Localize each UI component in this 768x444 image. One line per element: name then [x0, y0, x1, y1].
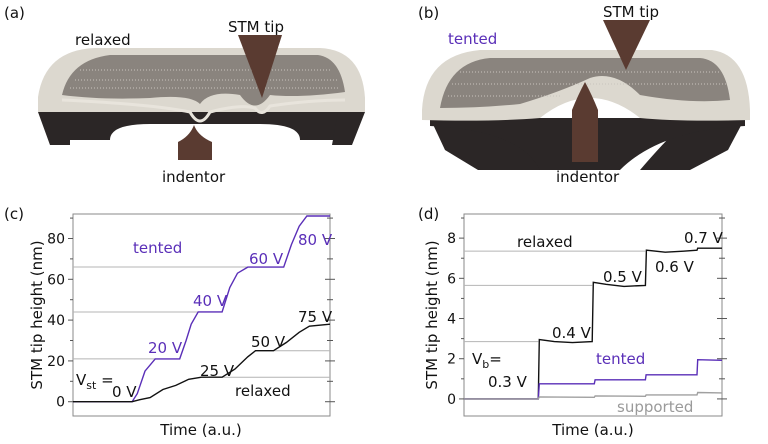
annotation-label: supported [617, 398, 693, 416]
stm-tip-icon [238, 35, 282, 98]
series-line-relaxed [464, 247, 722, 400]
y-axis-label: STM tip height (nm) [28, 240, 46, 389]
membrane [440, 58, 730, 108]
annotation-label: 0.3 V [488, 373, 528, 391]
series-line-supported [464, 391, 723, 400]
indentor-icon [178, 125, 212, 160]
annotation-label: 25 V [200, 362, 235, 380]
annotation-label: 0.4 V [552, 324, 592, 342]
annotation-label: 0 V [112, 383, 137, 401]
annotation-label: tented [596, 350, 645, 368]
chart-d: 0 2 4 6 8 relaxed 0.7 V 0.6 V 0.5 V 0.4 V 0.3 V ten… [423, 213, 727, 439]
indentor-label: indentor [556, 168, 620, 186]
annotation-label: relaxed [517, 233, 573, 251]
panel-a-illustration [38, 35, 365, 160]
indentor-icon [572, 82, 598, 162]
series-line-tented [73, 215, 330, 403]
panel-d-label: (d) [418, 205, 439, 223]
y-tick-label: 4 [447, 312, 456, 328]
stm-tip-label: STM tip [228, 18, 284, 36]
y-tick-label: 6 [447, 271, 456, 287]
base-support [430, 118, 560, 170]
annotation-label: 20 V [148, 339, 183, 357]
series-line-tented [464, 358, 723, 400]
plot-frame [72, 213, 331, 417]
chart-c: 0 20 40 60 80 tented 20 V 40 V 60 V 80 V 75 V 50 V 2… [28, 213, 335, 439]
well-edge [61, 98, 346, 123]
voltage-equals: = [96, 371, 113, 389]
panel-b-label: (b) [418, 4, 439, 22]
annotation-label: relaxed [235, 382, 291, 400]
annotation-label: 75 V [298, 308, 333, 326]
x-axis-label: Time (a.u.) [159, 421, 241, 439]
voltage-symbol: V [76, 371, 87, 389]
series-line-relaxed [73, 323, 331, 403]
voltage-subscript: st [86, 379, 97, 392]
x-axis-label: Time (a.u.) [551, 421, 633, 439]
annotation-label: 0.6 V [655, 258, 695, 276]
y-tick-label: 0 [447, 392, 456, 408]
membrane [62, 55, 345, 106]
stm-tip-label: STM tip [603, 3, 659, 21]
tented-label: tented [448, 30, 497, 48]
annotation-label: 80 V [298, 231, 333, 249]
relaxed-label: relaxed [75, 31, 131, 49]
y-tick-label: 60 [47, 272, 65, 288]
voltage-label: Vst = [76, 371, 114, 392]
y-axis-label: STM tip height (nm) [423, 240, 441, 389]
annotation-label: 50 V [251, 333, 286, 351]
voltage-symbol: V [472, 350, 483, 368]
annotation-label: 0.7 V [684, 229, 724, 247]
y-tick-label: 40 [47, 313, 65, 329]
panel-b-illustration [422, 20, 750, 170]
y-tick-label: 2 [447, 352, 456, 368]
base-support [640, 118, 745, 170]
y-tick-label: 20 [47, 354, 65, 370]
annotation-label: 60 V [249, 250, 284, 268]
base-support [60, 112, 345, 140]
panel-a-label: (a) [4, 4, 25, 22]
y-tick-label: 0 [56, 395, 65, 411]
voltage-label: Vb= [472, 350, 502, 371]
panel-c-label: (c) [4, 205, 24, 223]
voltage-subscript: b [482, 358, 489, 371]
y-tick-label: 8 [447, 231, 456, 247]
plot-frame [463, 213, 723, 417]
y-tick-label: 80 [47, 231, 65, 247]
annotation-label: 0.5 V [603, 268, 643, 286]
voltage-equals: = [489, 350, 502, 368]
annotation-label: tented [133, 239, 182, 257]
indentor-label: indentor [162, 168, 226, 186]
stm-tip-icon [603, 20, 650, 70]
annotation-label: 40 V [193, 292, 228, 310]
